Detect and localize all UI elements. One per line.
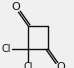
- Text: O: O: [56, 62, 65, 68]
- Text: Cl: Cl: [2, 44, 11, 54]
- Text: O: O: [11, 2, 20, 12]
- Text: Cl: Cl: [23, 62, 33, 68]
